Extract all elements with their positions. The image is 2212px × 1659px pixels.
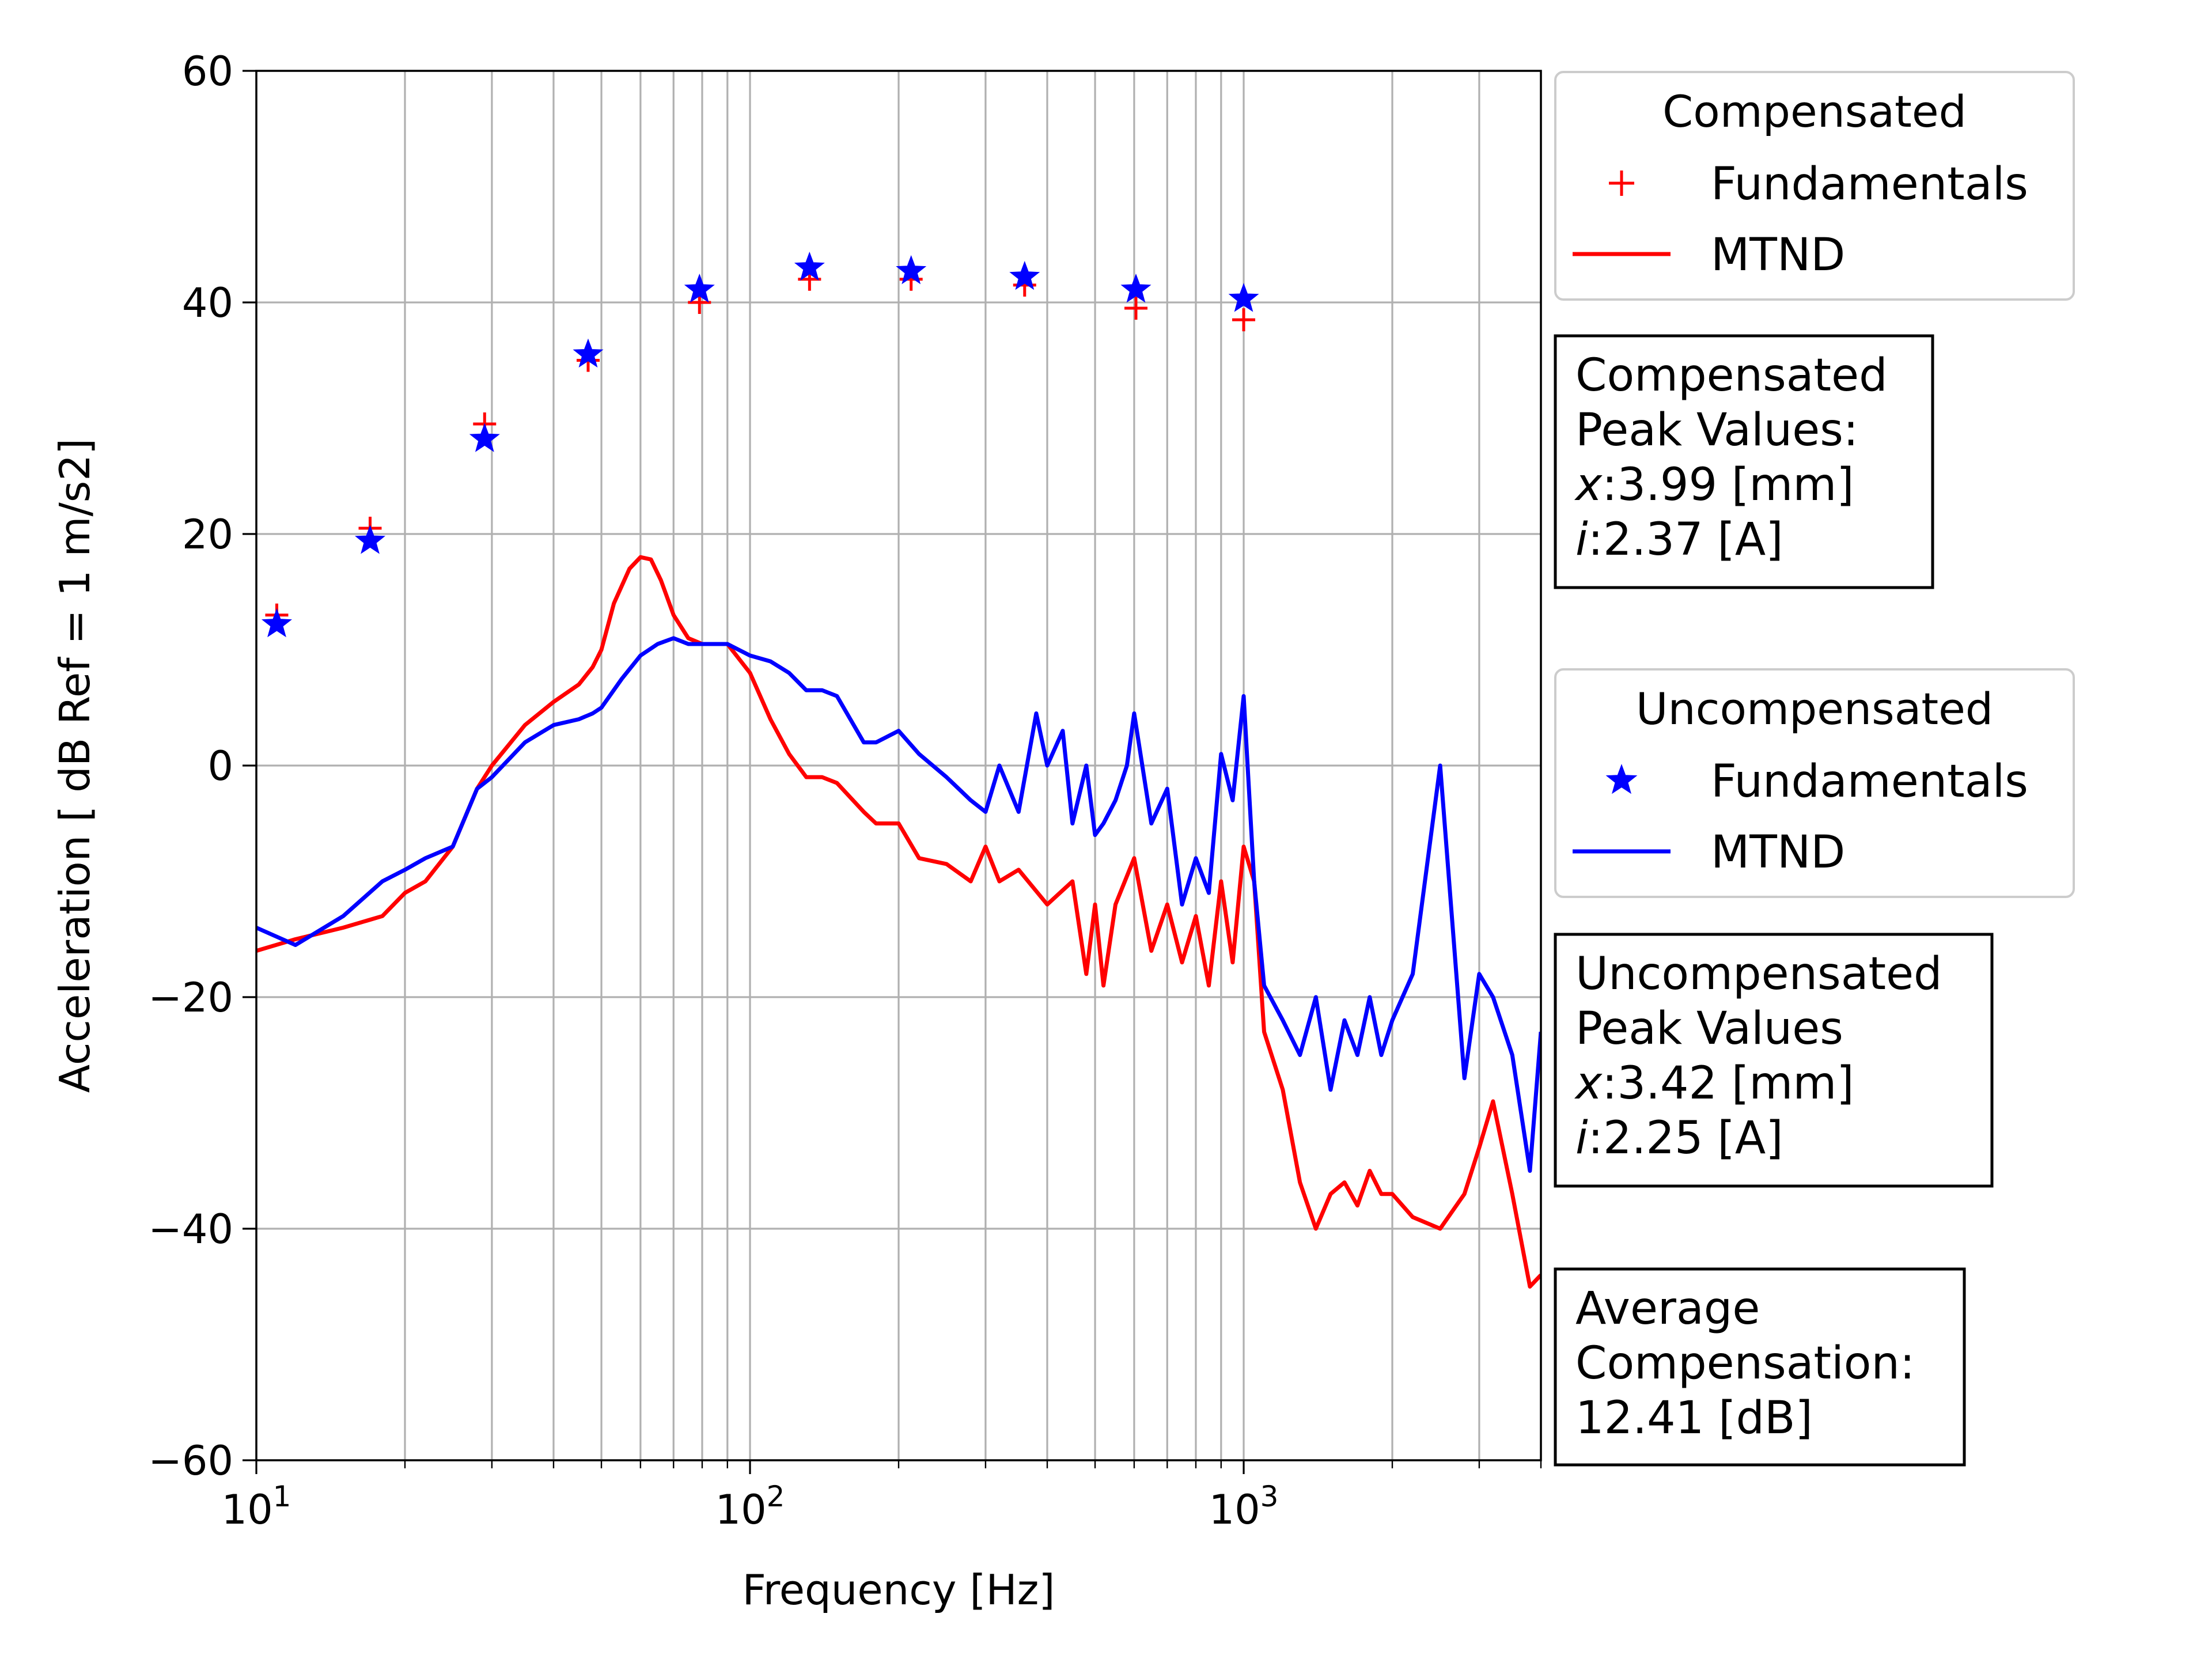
legend-frame: [1554, 668, 2075, 898]
legend-entry-label: MTND: [1711, 827, 1845, 878]
x-axis-label: Frequency [Hz]: [743, 1566, 1055, 1614]
uncompensated-mtnd-line: [256, 636, 1541, 1173]
legend-title: Uncompensated: [1636, 683, 1993, 734]
uncompensated-fundamentals-point: [896, 255, 927, 285]
legend-title: Compensated: [1662, 86, 1967, 137]
legend-entry-label: Fundamentals: [1711, 158, 2028, 210]
x-tick-label: 101: [222, 1480, 291, 1533]
legend-plus-marker: [1609, 171, 1634, 196]
annotation-line: Uncompensated: [1575, 948, 1942, 1000]
legend-frame: [1554, 71, 2075, 301]
y-tick-label: 40: [182, 279, 233, 327]
uncompensated-fundamentals-point: [794, 251, 825, 281]
uncompensated-fundamentals-point: [573, 338, 604, 368]
uncompensated-fundamentals-point: [261, 608, 293, 638]
legend-star-marker: [1605, 764, 1638, 794]
annotation-line: x:3.99 [mm]: [1574, 459, 1854, 511]
annotation-frame: [1554, 334, 1934, 589]
annotation-frame: [1554, 933, 1994, 1188]
legend-entry-label: Fundamentals: [1711, 756, 2028, 808]
plot-area: [256, 251, 1541, 1289]
legends: CompensatedFundamentalsMTNDUncompensated…: [1554, 71, 2075, 898]
annotation-line: Compensated: [1575, 350, 1888, 402]
uncompensated-fundamentals-point: [684, 274, 715, 303]
annotation-line: Average: [1575, 1283, 1760, 1335]
y-tick-label: 0: [207, 743, 233, 790]
uncompensated-fundamentals-point: [1009, 260, 1040, 290]
compensated-mtnd-line: [256, 555, 1541, 1289]
y-axis-label: Acceleration [ dB Ref = 1 m/s2]: [51, 438, 99, 1093]
x-tick-label: 103: [1209, 1480, 1279, 1533]
annotation-line: i:2.37 [A]: [1575, 514, 1783, 566]
annotation-frame: [1554, 1267, 1966, 1467]
annotation-line: Peak Values: [1575, 1003, 1843, 1055]
legend-compensated: Compensated Fundamentals MTND: [1554, 71, 2075, 301]
y-tick-label: −20: [148, 974, 233, 1021]
annotation-line: x:3.42 [mm]: [1574, 1058, 1854, 1109]
annotation-line: i:2.25 [A]: [1575, 1112, 1783, 1164]
legend-uncompensated: Uncompensated Fundamentals MTND: [1554, 668, 2075, 898]
axes-frame: [255, 70, 1542, 1461]
y-tick-label: −60: [148, 1437, 233, 1484]
uncompensated-fundamentals-point: [354, 525, 386, 554]
uncompensated-fundamentals-point: [1120, 274, 1152, 303]
annotation-line: Compensation:: [1575, 1338, 1915, 1389]
uncompensated-fundamentals-point: [469, 423, 500, 452]
compensated-fundamentals-point: [1232, 308, 1256, 332]
y-tick-label: 20: [182, 511, 233, 558]
legend-entry-label: MTND: [1711, 229, 1845, 281]
y-tick-label: −40: [148, 1206, 233, 1253]
annotation-line: Peak Values:: [1575, 404, 1858, 456]
compensated-fundamentals-point: [1124, 297, 1147, 320]
annotation-line: 12.41 [dB]: [1575, 1392, 1813, 1444]
uncompensated-fundamentals-point: [1228, 283, 1259, 312]
y-tick-label: 60: [182, 48, 233, 95]
x-tick-label: 102: [715, 1480, 785, 1533]
